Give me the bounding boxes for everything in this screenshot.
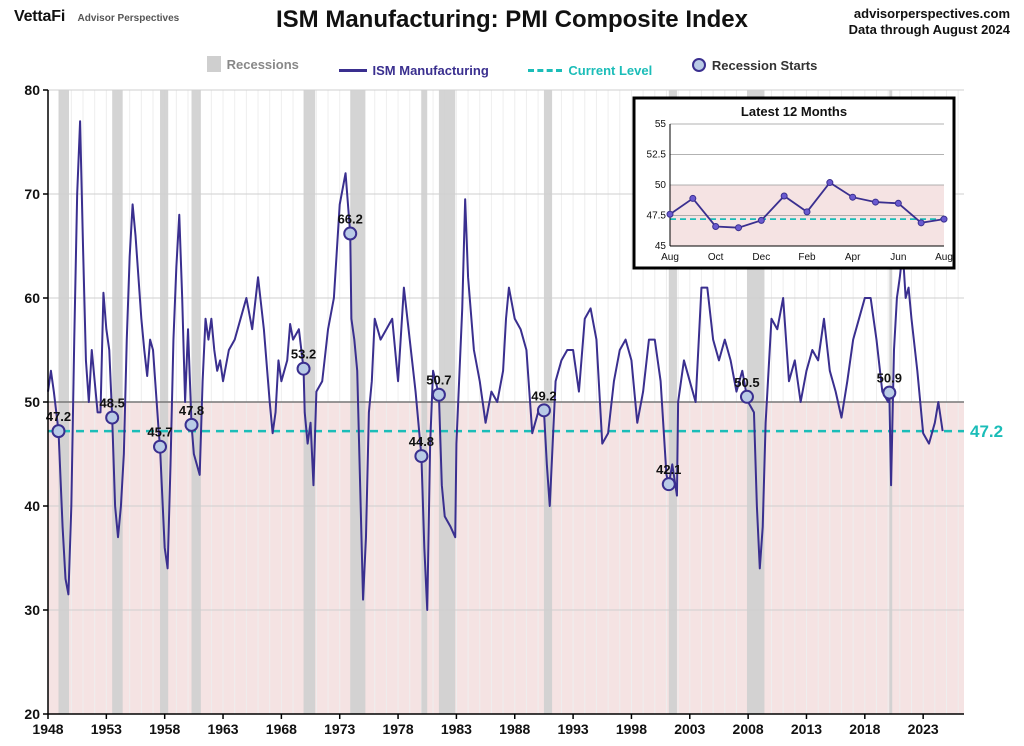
svg-text:Oct: Oct [708,252,724,263]
line-swatch-icon [339,69,367,72]
svg-text:Latest 12 Months: Latest 12 Months [741,104,847,119]
source-block: advisorperspectives.com Data through Aug… [849,6,1010,39]
svg-text:1948: 1948 [32,721,63,737]
svg-text:1973: 1973 [324,721,355,737]
svg-text:1953: 1953 [91,721,122,737]
legend-current-label: Current Level [568,63,652,78]
svg-text:44.8: 44.8 [409,434,434,449]
svg-text:66.2: 66.2 [338,212,363,227]
svg-text:2008: 2008 [733,721,764,737]
svg-text:42.1: 42.1 [656,462,681,477]
svg-text:Jun: Jun [890,252,906,263]
svg-text:1988: 1988 [499,721,530,737]
recession-swatch-icon [207,56,221,72]
svg-text:1978: 1978 [382,721,413,737]
svg-text:53.2: 53.2 [291,347,316,362]
svg-text:1958: 1958 [149,721,180,737]
legend-starts-label: Recession Starts [712,58,818,73]
svg-text:80: 80 [24,82,40,98]
svg-text:2018: 2018 [849,721,880,737]
svg-text:1998: 1998 [616,721,647,737]
svg-text:60: 60 [24,290,40,306]
svg-text:50.5: 50.5 [734,375,759,390]
svg-text:Feb: Feb [798,252,816,263]
svg-text:2023: 2023 [908,721,939,737]
svg-text:52.5: 52.5 [647,150,667,161]
svg-text:47.8: 47.8 [179,403,204,418]
legend-current: Current Level [528,63,652,78]
svg-text:Aug: Aug [935,252,953,263]
svg-text:40: 40 [24,498,40,514]
dash-swatch-icon [528,69,562,72]
legend-ism: ISM Manufacturing [339,63,489,78]
svg-text:48.5: 48.5 [100,396,125,411]
svg-text:50: 50 [655,180,667,191]
legend-recessions: Recessions [207,56,299,72]
svg-text:47.2: 47.2 [970,422,1003,441]
svg-text:45.7: 45.7 [147,425,172,440]
svg-text:2013: 2013 [791,721,822,737]
legend-recessions-label: Recessions [227,57,299,72]
svg-text:50.7: 50.7 [426,373,451,388]
chart-area: 47.2 48.5 45.7 47.8 53.2 66.2 44.8 50.7 49.2 42.1… [14,80,1010,740]
svg-text:50.9: 50.9 [877,371,902,386]
svg-text:Apr: Apr [845,252,861,263]
svg-text:49.2: 49.2 [531,388,556,403]
svg-text:1983: 1983 [441,721,472,737]
main-chart-svg: 47.2 48.5 45.7 47.8 53.2 66.2 44.8 50.7 49.2 42.1… [14,80,1010,740]
chart-legend: Recessions ISM Manufacturing Current Lev… [0,56,1024,78]
svg-text:47.2: 47.2 [46,409,71,424]
legend-ism-label: ISM Manufacturing [373,63,489,78]
svg-text:47.5: 47.5 [647,211,667,222]
svg-text:45: 45 [655,241,667,252]
svg-text:1963: 1963 [207,721,238,737]
dot-swatch-icon [692,58,706,72]
chart-header: VettaFi Advisor Perspectives ISM Manufac… [14,6,1010,52]
source-date: Data through August 2024 [849,22,1010,38]
svg-text:50: 50 [24,394,40,410]
svg-text:30: 30 [24,602,40,618]
svg-text:Aug: Aug [661,252,679,263]
svg-text:1968: 1968 [266,721,297,737]
legend-starts: Recession Starts [692,58,818,73]
source-url: advisorperspectives.com [849,6,1010,22]
svg-text:20: 20 [24,706,40,722]
svg-text:55: 55 [655,119,667,130]
svg-text:Dec: Dec [752,252,770,263]
svg-text:1993: 1993 [558,721,589,737]
svg-text:2003: 2003 [674,721,705,737]
svg-text:70: 70 [24,186,40,202]
